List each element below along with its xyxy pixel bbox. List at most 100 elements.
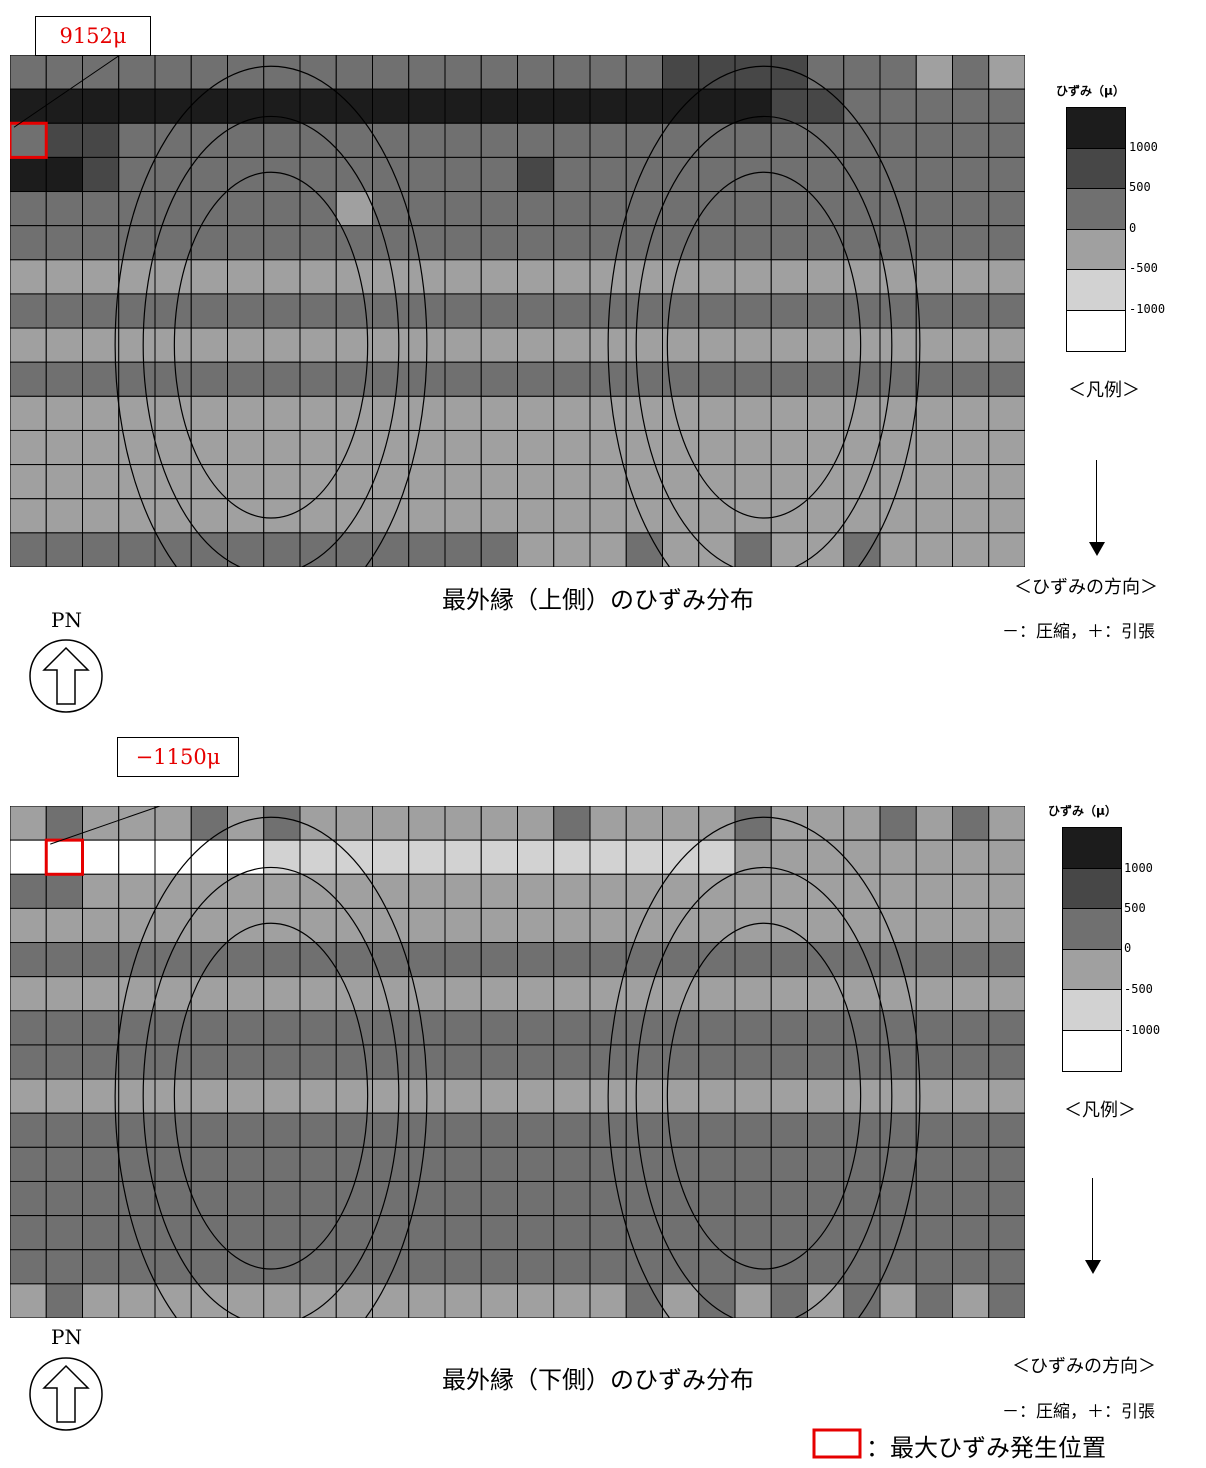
mesh-element: [915, 395, 953, 431]
mesh-element: [879, 1283, 917, 1318]
mesh-element: [82, 1146, 120, 1182]
mesh-element: [372, 907, 410, 944]
mesh-element: [227, 1283, 265, 1318]
mesh-element: [698, 259, 736, 295]
lower-sign-label: －：圧縮，＋：引張: [1002, 1402, 1155, 1422]
mesh-element: [698, 532, 736, 567]
mesh-element: [553, 327, 591, 363]
mesh-element: [807, 1180, 845, 1217]
mesh-element: [118, 907, 156, 944]
mesh-element: [589, 498, 627, 534]
mesh-element: [952, 191, 990, 227]
mesh-element: [988, 464, 1025, 500]
mesh-element: [190, 498, 228, 534]
mesh-element: [372, 327, 410, 363]
mesh-element: [118, 1078, 156, 1114]
mesh-element: [372, 839, 410, 875]
mesh-element: [698, 156, 736, 193]
mesh-element: [625, 498, 663, 534]
mesh-element: [988, 293, 1025, 329]
mesh-element: [444, 806, 482, 841]
mesh-element: [625, 1249, 663, 1285]
mesh-element: [988, 839, 1025, 875]
legend-swatch-m500-0: [1067, 229, 1125, 270]
mesh-element: [118, 976, 156, 1012]
mesh-element: [843, 361, 881, 397]
mesh-element: [662, 1180, 700, 1217]
mesh-element: [10, 1044, 47, 1080]
mesh-element: [662, 498, 700, 534]
mesh-element: [45, 327, 83, 363]
mesh-element: [770, 1283, 808, 1318]
mesh-element: [10, 1283, 47, 1318]
mesh-element: [589, 806, 627, 841]
mesh-element: [82, 1283, 120, 1318]
mesh-element: [444, 1249, 482, 1285]
mesh-element: [10, 907, 47, 944]
upper-legend-name: ＜凡例＞: [1068, 380, 1140, 401]
mesh-element: [10, 55, 47, 90]
mesh-element: [45, 361, 83, 397]
mesh-element: [879, 873, 917, 909]
mesh-element: [807, 976, 845, 1012]
mesh-element: [372, 532, 410, 567]
mesh-element: [734, 1146, 772, 1182]
mesh-element: [10, 1249, 47, 1285]
mesh-element: [952, 429, 990, 466]
mesh-element: [915, 55, 953, 90]
mesh-element: [952, 259, 990, 295]
mesh-element: [807, 1112, 845, 1148]
mesh-element: [444, 122, 482, 158]
mesh-element: [553, 1078, 591, 1114]
mesh-element: [734, 907, 772, 944]
mesh-element: [227, 191, 265, 227]
mesh-element: [553, 907, 591, 944]
mesh-element: [335, 55, 373, 90]
mesh-element: [82, 259, 120, 295]
mesh-element: [190, 88, 228, 124]
mesh-element: [734, 532, 772, 567]
mesh-element: [480, 942, 518, 978]
mesh-element: [227, 1078, 265, 1114]
mesh-element: [589, 88, 627, 124]
mesh-element: [553, 395, 591, 431]
mesh-element: [118, 464, 156, 500]
mesh-element: [190, 1112, 228, 1148]
mesh-element: [734, 327, 772, 363]
mesh-element: [118, 429, 156, 466]
mesh-element: [335, 806, 373, 841]
mesh-element: [698, 395, 736, 431]
lower-legend-tick-m1000: -1000: [1124, 1023, 1161, 1037]
mesh-element: [879, 225, 917, 261]
mesh-element: [45, 1146, 83, 1182]
mesh-element: [952, 122, 990, 158]
mesh-element: [45, 191, 83, 227]
lower-legend-tick-m500: -500: [1124, 982, 1153, 996]
mesh-element: [118, 361, 156, 397]
mesh-element: [553, 1010, 591, 1046]
mesh-element: [408, 156, 446, 193]
mesh-element: [843, 806, 881, 841]
mesh-element: [988, 122, 1025, 158]
mesh-element: [698, 498, 736, 534]
mesh-element: [734, 806, 772, 841]
mesh-element: [988, 1112, 1025, 1148]
mesh-element: [82, 976, 120, 1012]
mesh-element: [879, 1044, 917, 1080]
mesh-element: [662, 156, 700, 193]
mesh-element: [807, 532, 845, 567]
mesh-element: [807, 1249, 845, 1285]
legend-swatch-m1000-m500: [1063, 990, 1121, 1031]
mesh-element: [988, 156, 1025, 193]
mesh-element: [807, 1078, 845, 1114]
mesh-element: [444, 839, 482, 875]
mesh-element: [770, 259, 808, 295]
mesh-element: [734, 156, 772, 193]
mesh-element: [952, 1112, 990, 1148]
mesh-element: [408, 1010, 446, 1046]
mesh-element: [698, 839, 736, 875]
mesh-element: [480, 225, 518, 261]
mesh-element: [10, 498, 47, 534]
lower-direction-arrow-icon: [1085, 1260, 1101, 1274]
mesh-element: [915, 806, 953, 841]
